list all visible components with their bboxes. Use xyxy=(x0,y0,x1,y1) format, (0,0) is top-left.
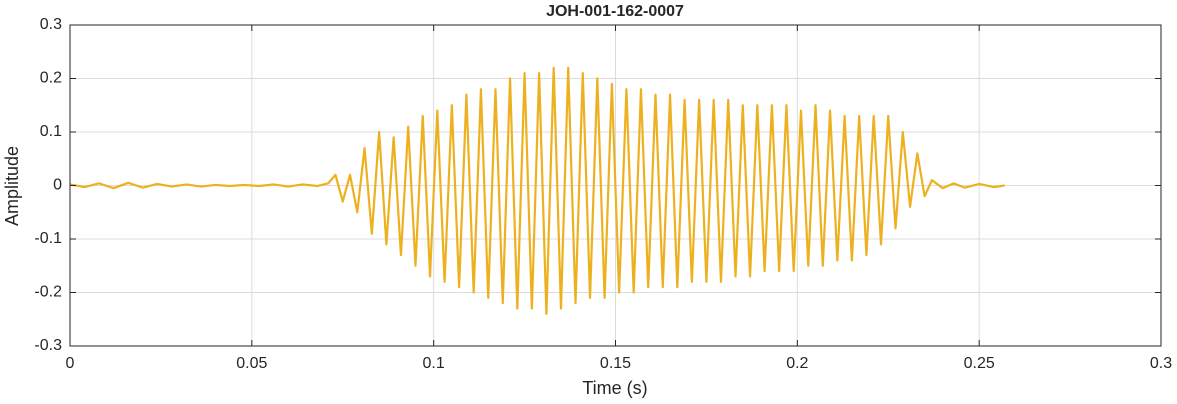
x-axis-label: Time (s) xyxy=(582,378,647,398)
chart-title: JOH-001-162-0007 xyxy=(546,3,684,20)
x-tick-label: 0.2 xyxy=(786,355,808,372)
y-tick-label: -0.2 xyxy=(34,284,62,301)
x-tick-label: 0.05 xyxy=(236,355,267,372)
waveform-line xyxy=(69,66,1005,315)
y-axis-label: Amplitude xyxy=(2,146,22,226)
x-tick-label: 0.1 xyxy=(423,355,445,372)
y-tick-label: -0.1 xyxy=(34,230,62,247)
y-tick-label: 0.1 xyxy=(40,123,62,140)
x-tick-label: 0.3 xyxy=(1150,355,1172,372)
x-tick-label: 0.15 xyxy=(600,355,631,372)
y-tick-label: 0 xyxy=(53,177,62,194)
y-tick-label: 0.2 xyxy=(40,70,62,87)
y-tick-label: 0.3 xyxy=(40,16,62,33)
x-tick-label: 0 xyxy=(66,355,75,372)
x-tick-label: 0.25 xyxy=(964,355,995,372)
y-tick-label: -0.3 xyxy=(34,337,62,354)
